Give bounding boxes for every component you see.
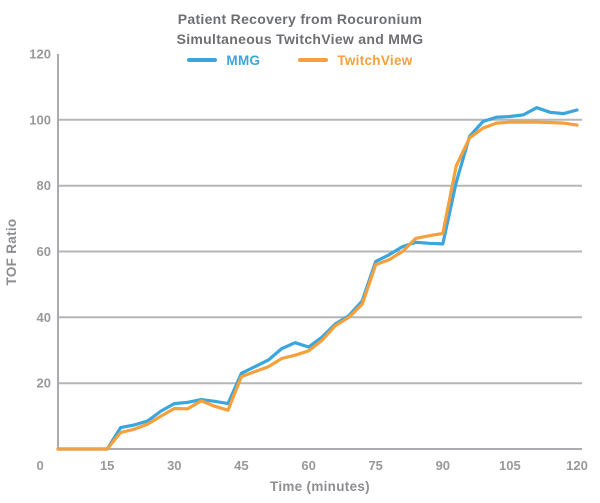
x-tick-label-45: 45 — [234, 458, 248, 473]
chart-title-line2: Simultaneous TwitchView and MMG — [176, 31, 424, 47]
x-tick-label-30: 30 — [167, 458, 181, 473]
y-tick-label-120: 120 — [29, 47, 51, 62]
grid-layer — [58, 118, 582, 385]
x-axis-title: Time (minutes) — [270, 479, 370, 494]
y-tick-label-20: 20 — [37, 376, 51, 391]
y-tick-label-100: 100 — [29, 112, 51, 127]
legend-label-twitchview: TwitchView — [337, 52, 413, 68]
x-tick-label-0: 0 — [36, 458, 43, 473]
series-line-twitchview — [56, 120, 579, 451]
chart-title-line1: Patient Recovery from Rocuronium — [177, 11, 423, 27]
y-tick-label-60: 60 — [37, 244, 51, 259]
series-layer — [56, 106, 579, 451]
y-tick-label-40: 40 — [37, 310, 51, 325]
legend-label-mmg: MMG — [226, 52, 261, 68]
twitchview-line-swatch — [298, 58, 329, 62]
legend: MMG TwitchView — [0, 52, 600, 68]
legend-item-twitchview: TwitchView — [298, 53, 412, 68]
x-tick-label-105: 105 — [499, 458, 521, 473]
x-tick-label-75: 75 — [368, 458, 382, 473]
axis-layer — [57, 54, 582, 450]
mmg-line-swatch — [187, 58, 218, 62]
y-axis-title: TOF Ratio — [4, 219, 19, 286]
x-tick-label-90: 90 — [436, 458, 450, 473]
chart-title: Patient Recovery from Rocuronium Simulta… — [0, 9, 600, 49]
legend-item-mmg: MMG — [187, 53, 260, 68]
x-tick-label-15: 15 — [100, 458, 114, 473]
tick-layer: 20 40 60 80 100 120 0 15 30 45 60 75 90 105 120 — [29, 47, 588, 474]
x-tick-label-120: 120 — [566, 458, 588, 473]
series-line-mmg — [56, 106, 579, 451]
x-tick-label-60: 60 — [301, 458, 315, 473]
y-tick-label-80: 80 — [37, 178, 51, 193]
